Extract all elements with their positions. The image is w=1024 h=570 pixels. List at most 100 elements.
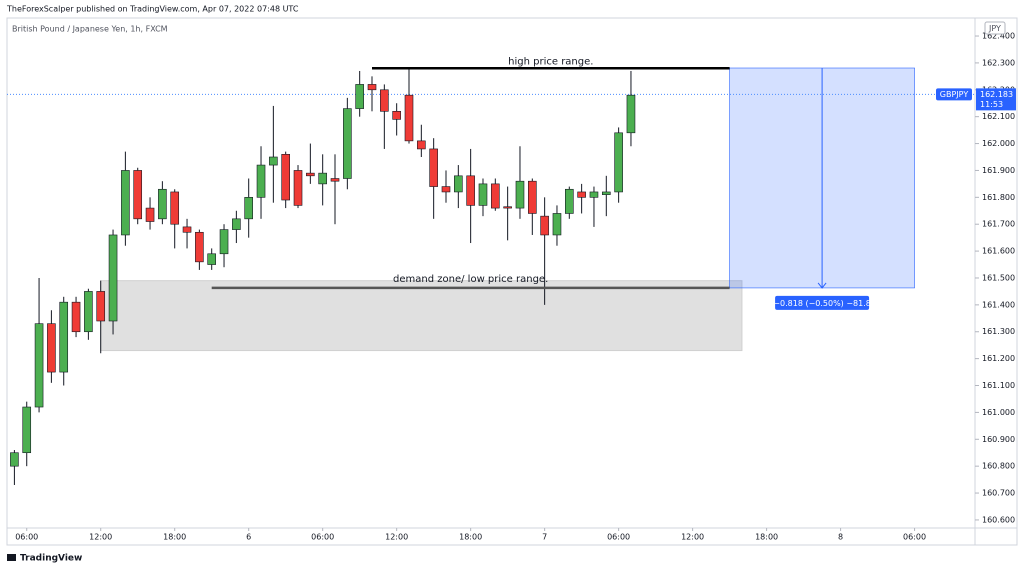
low-line-label: demand zone/ low price range. bbox=[393, 274, 548, 285]
x-tick-label: 06:00 bbox=[903, 533, 926, 542]
candle-body bbox=[626, 94, 636, 134]
candle-body bbox=[281, 154, 290, 201]
x-tick-label: 06:00 bbox=[607, 533, 630, 542]
candle-body bbox=[478, 183, 488, 206]
candle-body bbox=[269, 156, 278, 166]
frame bbox=[6, 17, 1018, 546]
candle-body bbox=[232, 218, 241, 230]
candle-body bbox=[454, 175, 463, 193]
candle-body bbox=[343, 108, 352, 179]
x-tick-label: 12:00 bbox=[89, 533, 112, 542]
candle-body bbox=[133, 170, 143, 220]
candle-body bbox=[244, 197, 253, 220]
candle-body bbox=[515, 180, 525, 209]
candle-body bbox=[466, 175, 475, 206]
candle-body bbox=[589, 191, 599, 198]
y-tick-label: 160.800 bbox=[982, 462, 1015, 471]
candle-body bbox=[22, 406, 32, 454]
candle-body bbox=[145, 207, 155, 222]
x-tick-label: 06:00 bbox=[311, 533, 334, 542]
candle-body bbox=[71, 301, 81, 333]
candle-body bbox=[540, 215, 549, 236]
candle-body bbox=[256, 164, 266, 198]
candle-body bbox=[219, 229, 229, 255]
y-tick-label: 162.400 bbox=[982, 32, 1015, 41]
y-tick-label: 162.300 bbox=[982, 58, 1015, 67]
candle-body bbox=[195, 231, 204, 263]
brand: TradingView bbox=[20, 554, 82, 564]
x-tick-label: 7 bbox=[542, 533, 547, 542]
price-badge bbox=[976, 88, 1016, 111]
candle-body bbox=[601, 191, 611, 195]
candle-body bbox=[96, 291, 106, 322]
y-tick-label: 160.600 bbox=[982, 515, 1015, 524]
x-tick-label: 6 bbox=[246, 533, 251, 542]
candle-body bbox=[355, 84, 364, 109]
y-tick-label: 160.700 bbox=[982, 489, 1015, 498]
measure-label: −0.818 (−0.50%) −81.8 bbox=[773, 299, 871, 308]
x-tick-label: 18:00 bbox=[163, 533, 186, 542]
y-tick-label: 161.200 bbox=[982, 354, 1015, 363]
y-tick-label: 161.800 bbox=[982, 193, 1015, 202]
y-tick-label: 160.900 bbox=[982, 435, 1015, 444]
candle-body bbox=[503, 206, 512, 209]
y-tick-label: 161.600 bbox=[982, 247, 1015, 256]
high-line-label: high price range. bbox=[508, 56, 593, 67]
candle-body bbox=[367, 84, 377, 91]
candle-body bbox=[121, 170, 130, 236]
candle-body bbox=[491, 183, 500, 209]
candle-body bbox=[417, 140, 426, 150]
x-tick-label: 8 bbox=[838, 533, 843, 542]
candle-body bbox=[293, 170, 303, 206]
candle-body bbox=[330, 178, 340, 182]
candle-body bbox=[441, 186, 451, 193]
header: TheForexScalper published on TradingView… bbox=[6, 5, 299, 14]
brand-logo: TradingView bbox=[7, 554, 82, 564]
candle-body bbox=[306, 172, 315, 177]
x-tick-label: 18:00 bbox=[459, 533, 482, 542]
candle-body bbox=[404, 94, 414, 142]
candle-body bbox=[34, 323, 44, 408]
currency: JPY bbox=[988, 24, 1001, 33]
measure-arrowhead bbox=[817, 282, 827, 289]
x-tick-label: 12:00 bbox=[681, 533, 704, 542]
symbol-badge bbox=[936, 88, 972, 101]
candle-body bbox=[207, 253, 216, 265]
y-tick-label: 161.900 bbox=[982, 166, 1015, 175]
candle-body bbox=[565, 188, 574, 214]
candle-body bbox=[182, 226, 192, 233]
candle-body bbox=[59, 301, 69, 373]
candle-body bbox=[10, 452, 19, 467]
x-tick-label: 18:00 bbox=[755, 533, 778, 542]
demand-zone bbox=[100, 280, 743, 352]
y-tick-label: 161.700 bbox=[982, 220, 1015, 229]
candle-body bbox=[380, 89, 389, 112]
candle-body bbox=[84, 291, 93, 333]
y-tick-label: 162.100 bbox=[982, 112, 1015, 121]
candle-body bbox=[528, 180, 537, 214]
y-tick-label: 161.400 bbox=[982, 300, 1015, 309]
measure-label-box bbox=[775, 295, 870, 310]
candle-body bbox=[552, 213, 562, 236]
candle-body bbox=[614, 132, 623, 193]
candle-body bbox=[577, 191, 586, 198]
chart-title: British Pound / Japanese Yen, 1h, FXCM bbox=[12, 25, 168, 34]
countdown: 11:53 bbox=[980, 100, 1003, 109]
y-tick-label: 161.000 bbox=[982, 408, 1015, 417]
y-tick-label: 162.000 bbox=[982, 139, 1015, 148]
currency-badge bbox=[984, 21, 1006, 35]
x-tick-label: 12:00 bbox=[385, 533, 408, 542]
candle-body bbox=[158, 188, 167, 220]
candle-body bbox=[429, 148, 438, 187]
symbol: GBPJPY bbox=[940, 90, 969, 99]
candle-body bbox=[47, 323, 56, 373]
y-tick-label: 161.300 bbox=[982, 327, 1015, 336]
y-tick-label: 161.100 bbox=[982, 381, 1015, 390]
candle-body bbox=[392, 110, 401, 120]
y-tick-label: 161.500 bbox=[982, 273, 1015, 282]
x-tick-label: 06:00 bbox=[15, 533, 38, 542]
candle-body bbox=[108, 234, 118, 322]
candle-body bbox=[170, 191, 180, 225]
